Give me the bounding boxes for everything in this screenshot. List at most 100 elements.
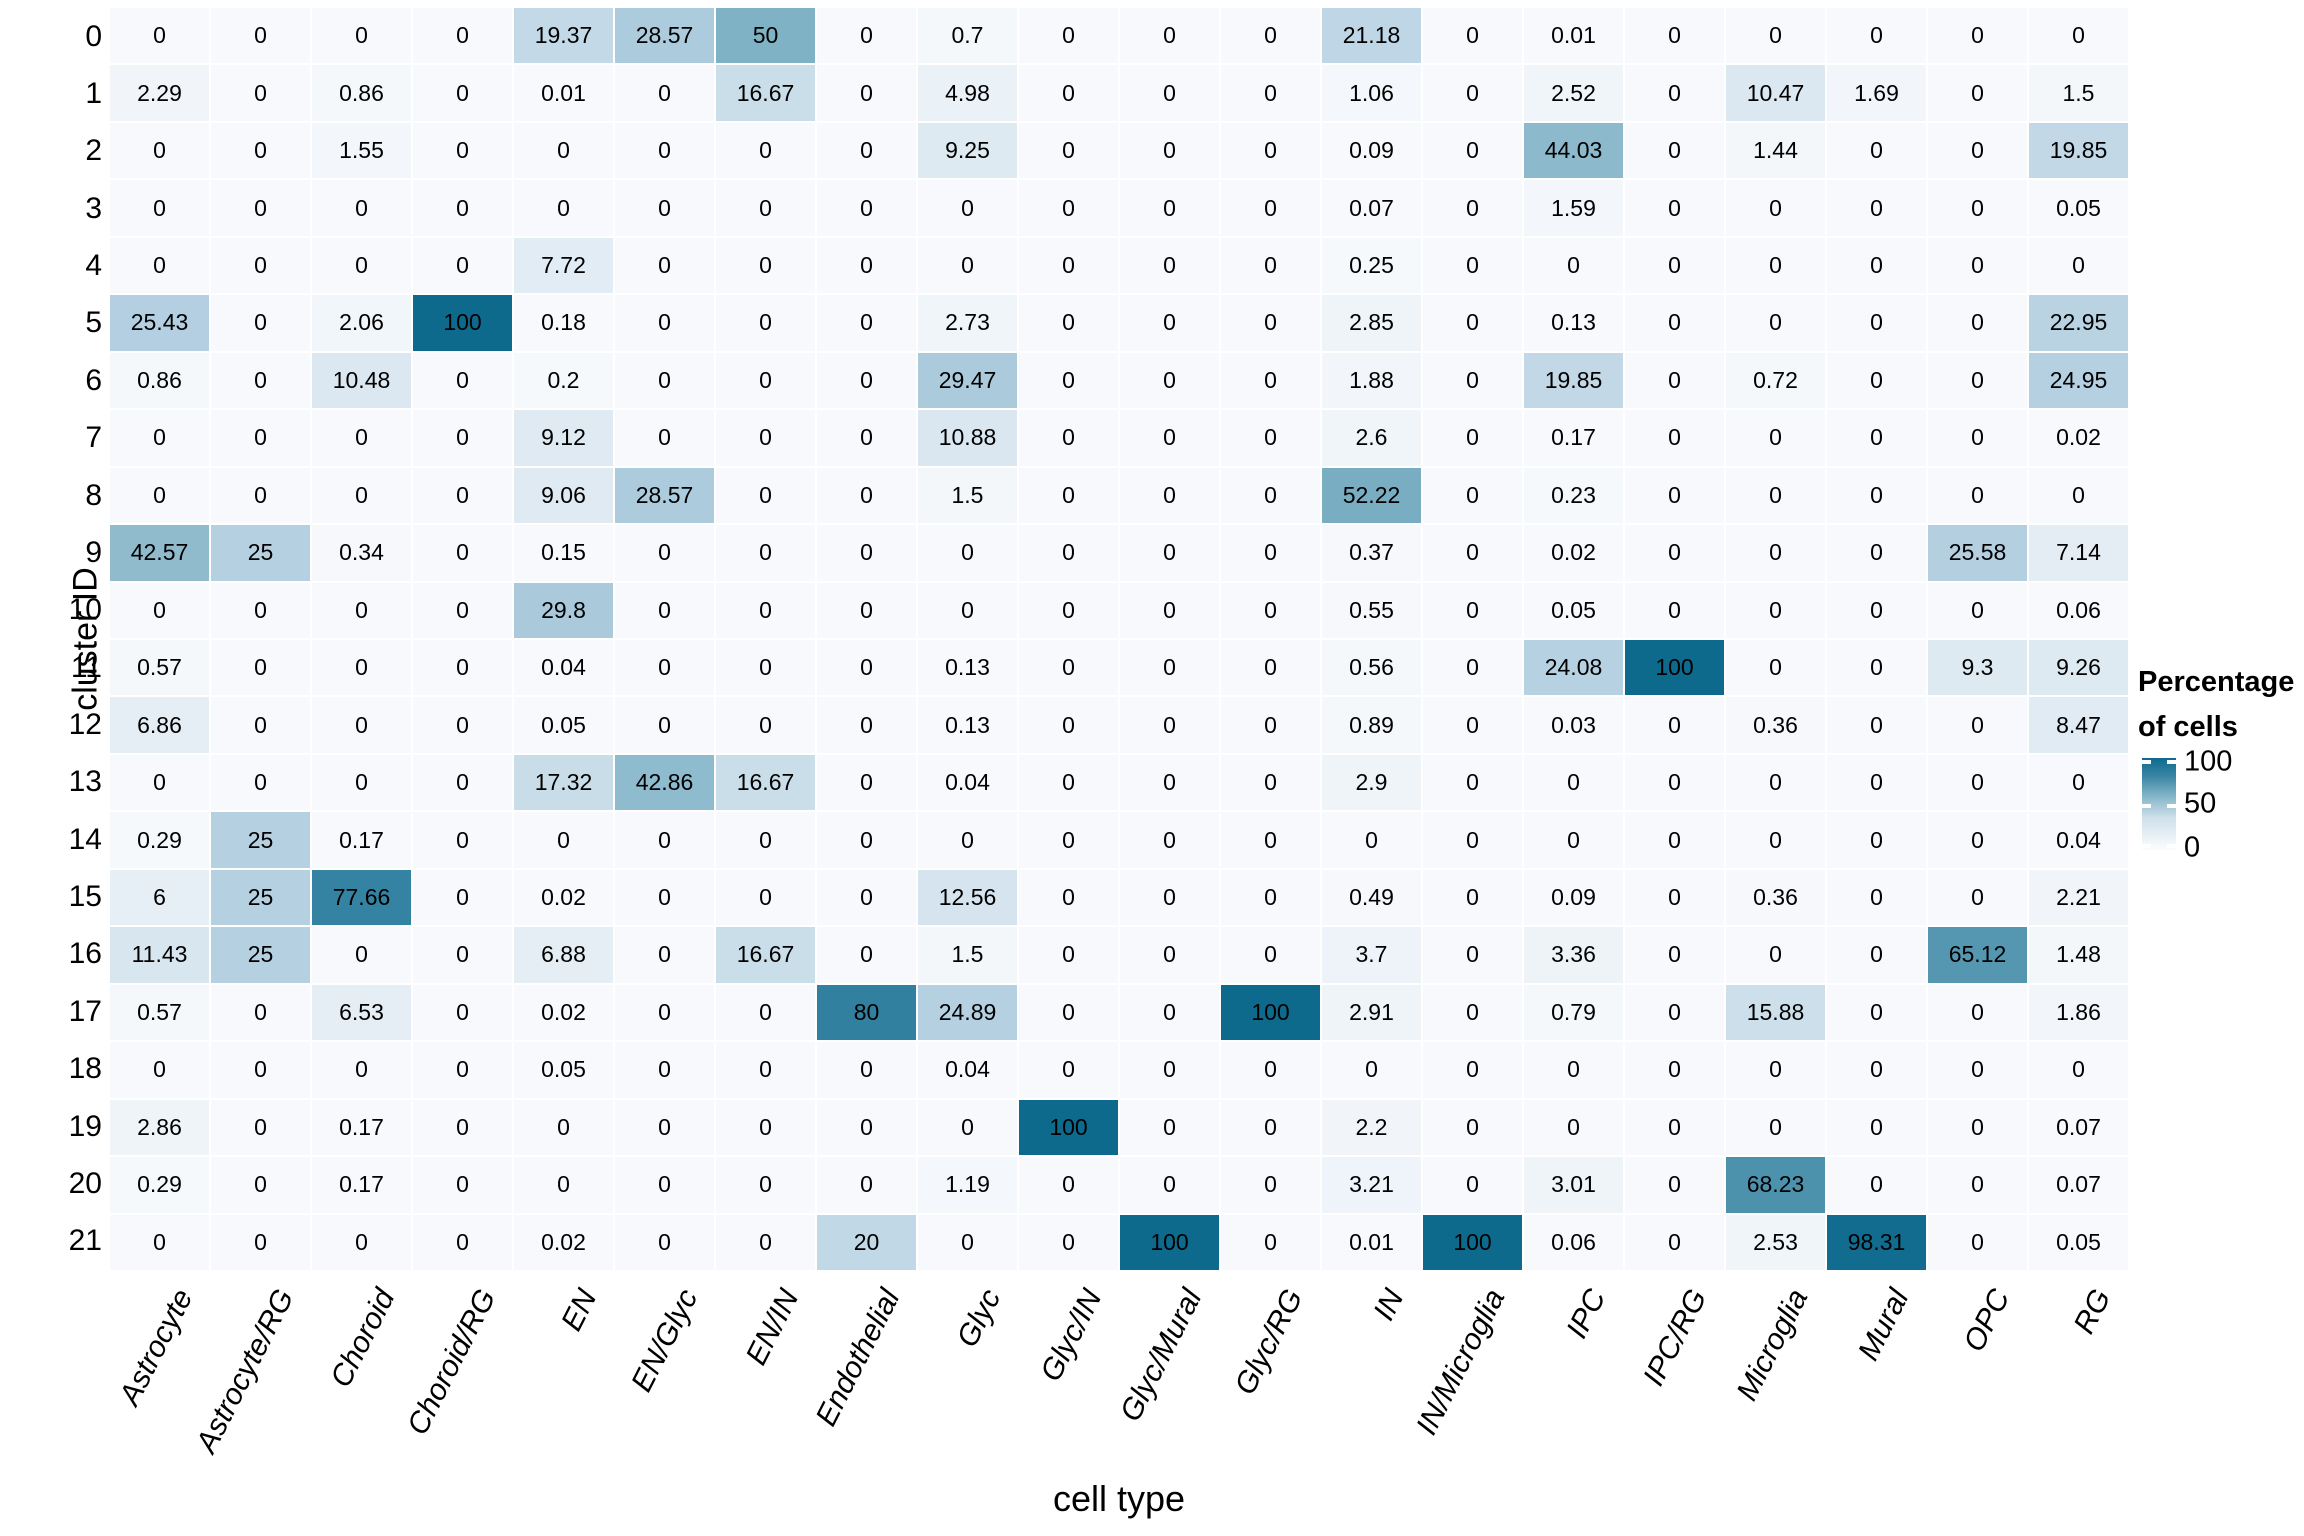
heatmap-cell: 0.03: [1524, 697, 1623, 753]
heatmap-cell: 0: [1120, 639, 1219, 696]
heatmap-cell: 0: [1221, 295, 1320, 351]
heatmap-cell: 0: [817, 65, 916, 121]
heatmap-cell: 21.18: [1322, 8, 1421, 64]
column-label: EN: [555, 1284, 604, 1337]
heatmap-cell: 0: [1827, 467, 1926, 524]
heatmap-cell: 0: [1423, 639, 1522, 696]
heatmap-cell: 6: [110, 869, 209, 926]
heatmap-cell: 98.31: [1827, 1214, 1926, 1270]
heatmap-cell: 25: [211, 927, 310, 983]
heatmap-cell: 0: [1625, 869, 1724, 926]
row-label: 13: [68, 765, 102, 799]
heatmap-cell: 1.59: [1524, 180, 1623, 236]
heatmap-cell: 0: [514, 180, 613, 236]
heatmap-cell: 0: [1928, 410, 2027, 466]
heatmap-cell: 0: [110, 410, 209, 466]
heatmap-cell: 0: [1221, 639, 1320, 696]
heatmap-cell: 0: [1827, 180, 1926, 236]
heatmap-cell: 29.8: [514, 582, 613, 638]
heatmap-cell: 0: [615, 582, 714, 638]
heatmap-cell: 0: [1221, 237, 1320, 294]
heatmap-cell: 0: [1928, 1042, 2027, 1098]
heatmap-cell: 0: [615, 1042, 714, 1098]
heatmap-cell: 0: [1928, 295, 2027, 351]
heatmap-cell: 0: [1928, 869, 2027, 926]
heatmap-cell: 0: [211, 1157, 310, 1213]
heatmap-cell: 0.09: [1322, 122, 1421, 179]
row-label: 16: [68, 937, 102, 971]
heatmap-cell: 0.02: [2029, 410, 2128, 466]
heatmap-cell: 0: [1625, 8, 1724, 64]
column-label: Mural: [1851, 1284, 1916, 1366]
heatmap-cell: 2.73: [918, 295, 1017, 351]
heatmap-cell: 0: [1221, 65, 1320, 121]
heatmap-cell: 0: [312, 467, 411, 524]
heatmap-cell: 0.05: [2029, 180, 2128, 236]
heatmap-cell: 0.15: [514, 525, 613, 581]
heatmap-cell: 0: [1928, 582, 2027, 638]
heatmap-cell: 0: [1827, 639, 1926, 696]
heatmap-cell: 0: [413, 122, 512, 179]
heatmap-cell: 0: [1423, 927, 1522, 983]
row-label: 4: [85, 249, 102, 283]
heatmap-cell: 0: [110, 1214, 209, 1270]
heatmap-cell: 19.85: [2029, 122, 2128, 179]
heatmap-cell: 0: [1726, 237, 1825, 294]
heatmap-cell: 0: [1019, 410, 1118, 466]
heatmap-cell: 0: [1625, 984, 1724, 1041]
heatmap-cell: 0: [2029, 1042, 2128, 1098]
heatmap-cell: 0: [1928, 697, 2027, 753]
heatmap-cell: 0.37: [1322, 525, 1421, 581]
heatmap-cell: 0: [1221, 754, 1320, 811]
heatmap-cell: 0: [110, 122, 209, 179]
heatmap-cell: 0: [817, 582, 916, 638]
heatmap-cell: 0: [1019, 8, 1118, 64]
heatmap-cell: 0: [1827, 352, 1926, 409]
heatmap-cell: 0: [413, 352, 512, 409]
heatmap-cell: 0: [1221, 525, 1320, 581]
heatmap-cell: 0: [413, 927, 512, 983]
heatmap-cell: 0: [1827, 8, 1926, 64]
heatmap-cell: 0: [1423, 812, 1522, 868]
heatmap-cell: 0: [1928, 1099, 2027, 1156]
heatmap-cell: 7.72: [514, 237, 613, 294]
heatmap-cell: 100: [1625, 639, 1724, 696]
heatmap-cell: 0: [918, 1099, 1017, 1156]
heatmap-cell: 0: [1120, 122, 1219, 179]
heatmap-cell: 0.36: [1726, 869, 1825, 926]
heatmap-cell: 0: [1726, 812, 1825, 868]
heatmap-cell: 0.04: [514, 639, 613, 696]
heatmap-cell: 0: [1726, 467, 1825, 524]
heatmap-cell: 0: [716, 697, 815, 753]
heatmap-cell: 0: [312, 8, 411, 64]
heatmap-cell: 0: [413, 180, 512, 236]
heatmap-cell: 3.01: [1524, 1157, 1623, 1213]
heatmap-cell: 0.2: [514, 352, 613, 409]
column-label: Astrocyte/RG: [190, 1284, 301, 1458]
heatmap-cell: 0: [615, 65, 714, 121]
heatmap-cell: 0: [1625, 525, 1724, 581]
heatmap-cell: 0: [1625, 927, 1724, 983]
heatmap-cell: 0.56: [1322, 639, 1421, 696]
heatmap-cell: 0: [1019, 122, 1118, 179]
heatmap-cell: 11.43: [110, 927, 209, 983]
column-label: EN/IN: [739, 1284, 806, 1371]
heatmap-cell: 0.07: [2029, 1157, 2128, 1213]
heatmap-cell: 0: [1019, 697, 1118, 753]
heatmap-cell: 0: [615, 984, 714, 1041]
heatmap-cell: 2.2: [1322, 1099, 1421, 1156]
heatmap-cell: 0: [1928, 467, 2027, 524]
heatmap-cell: 0: [312, 410, 411, 466]
heatmap-cell: 0: [615, 1214, 714, 1270]
column-label: EN/Glyc: [624, 1284, 705, 1398]
heatmap-cell: 25.43: [110, 295, 209, 351]
heatmap-cell: 100: [1423, 1214, 1522, 1270]
heatmap-cell: 0: [1928, 1157, 2027, 1213]
heatmap-cell: 100: [1120, 1214, 1219, 1270]
heatmap-cell: 0: [1120, 754, 1219, 811]
row-label: 18: [68, 1052, 102, 1086]
heatmap-cell: 0: [1827, 237, 1926, 294]
heatmap-cell: 0.09: [1524, 869, 1623, 926]
heatmap-cell: 77.66: [312, 869, 411, 926]
heatmap-cell: 0.49: [1322, 869, 1421, 926]
